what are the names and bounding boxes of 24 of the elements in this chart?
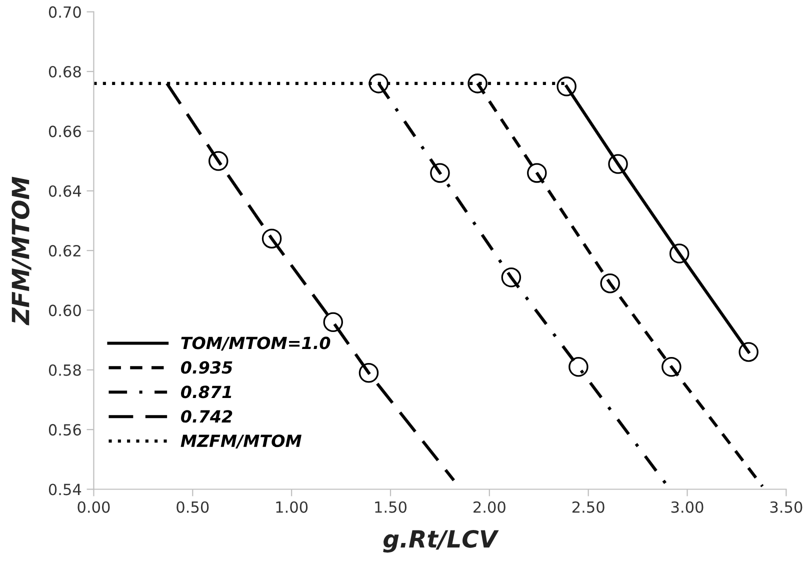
legend-label: TOM/MTOM=1.0: [181, 336, 330, 351]
legend-label: MZFM/MTOM: [180, 434, 302, 448]
x-tick-label: 1.00: [276, 501, 308, 513]
x-tick-label: 2.50: [572, 501, 604, 513]
x-tick-label: 1.50: [375, 501, 406, 513]
legend-label: 0.871: [180, 386, 232, 398]
legend-label: 0.742: [180, 410, 232, 423]
y-tick-label: 0.60: [48, 304, 81, 316]
y-tick-label: 0.58: [48, 364, 81, 376]
y-tick-label: 0.68: [48, 66, 81, 78]
y-tick-label: 0.62: [48, 245, 80, 257]
y-tick-label: 0.70: [48, 6, 81, 18]
legend-label: 0.935: [180, 361, 232, 374]
x-tick-label: 2.00: [474, 501, 506, 513]
y-tick-label: 0.64: [48, 185, 82, 197]
x-tick-label: 0.50: [176, 501, 209, 513]
x-tick-label: 0.00: [78, 501, 110, 513]
y-tick-label: 0.56: [48, 424, 81, 436]
x-tick-label: 3.00: [671, 501, 704, 513]
y-tick-label: 0.66: [48, 126, 81, 138]
y-axis-title: ZFM/MTOM: [12, 176, 32, 326]
y-tick-label: 0.54: [48, 484, 82, 496]
x-axis-title: g.Rt/LCV: [383, 530, 499, 553]
x-tick-label: 3.50: [770, 501, 802, 513]
